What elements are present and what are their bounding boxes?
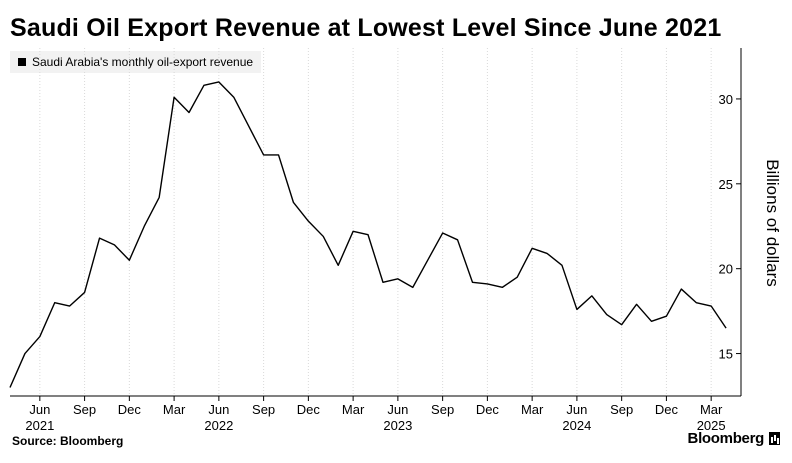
x-tick-label: Dec [476, 402, 500, 417]
x-tick-label: Sep [431, 402, 454, 417]
data-point [98, 237, 101, 240]
data-point [680, 288, 683, 291]
data-point [38, 335, 41, 338]
legend-label: Saudi Arabia's monthly oil-export revenu… [32, 55, 254, 69]
data-point [620, 323, 623, 326]
data-point [23, 352, 26, 355]
data-point [217, 80, 220, 83]
x-year-label: 2025 [697, 418, 726, 433]
legend: Saudi Arabia's monthly oil-export revenu… [10, 51, 262, 73]
data-point [68, 305, 71, 308]
data-point [9, 386, 12, 389]
data-point [202, 84, 205, 87]
y-tick-label: 20 [719, 262, 733, 277]
data-point [471, 281, 474, 284]
data-point [173, 96, 176, 99]
x-tick-label: Jun [208, 402, 229, 417]
data-point [277, 153, 280, 156]
x-tick-label: Mar [163, 402, 186, 417]
y-axis-label: Billions of dollars [763, 159, 782, 287]
data-point [262, 153, 265, 156]
x-tick-label: Jun [387, 402, 408, 417]
data-point [411, 286, 414, 289]
data-point [441, 232, 444, 235]
data-point [83, 291, 86, 294]
data-point [590, 294, 593, 297]
series-line [9, 81, 727, 388]
series-points [9, 80, 728, 389]
data-point [695, 301, 698, 304]
y-tick-label: 15 [719, 347, 733, 362]
data-point [456, 238, 459, 241]
data-point [575, 308, 578, 311]
data-point [307, 220, 310, 223]
chart-title: Saudi Oil Export Revenue at Lowest Level… [10, 14, 722, 42]
data-point [546, 252, 549, 255]
x-year-label: 2022 [204, 418, 233, 433]
brand-name: Bloomberg [687, 430, 765, 447]
legend-swatch [18, 58, 26, 66]
data-point [352, 230, 355, 233]
data-point [337, 264, 340, 267]
data-point [710, 305, 713, 308]
y-tick-label: 25 [719, 177, 733, 192]
data-point [531, 247, 534, 250]
data-point [516, 276, 519, 279]
brand-logo: Bloomberg [688, 430, 780, 447]
y-axis: 15 20 25 30 [719, 48, 742, 396]
data-point [322, 235, 325, 238]
source-note: Source: Bloomberg [12, 434, 124, 448]
data-point [292, 201, 295, 204]
data-point [247, 125, 250, 128]
x-year-label: 2024 [562, 418, 591, 433]
x-tick-label: Mar [521, 402, 544, 417]
y-tick-label: 30 [719, 92, 733, 107]
x-tick-label: Sep [73, 402, 96, 417]
data-point [650, 320, 653, 323]
data-point [381, 281, 384, 284]
data-point [188, 111, 191, 114]
data-point [605, 313, 608, 316]
x-tick-label: Sep [252, 402, 275, 417]
data-point [396, 277, 399, 280]
data-point [143, 225, 146, 228]
x-tick-label: Sep [610, 402, 633, 417]
data-point [501, 286, 504, 289]
gridlines [39, 48, 712, 396]
x-tick-label: Dec [297, 402, 321, 417]
x-tick-label: Dec [118, 402, 142, 417]
x-year-label: 2023 [383, 418, 412, 433]
x-tick-label: Mar [700, 402, 723, 417]
x-tick-label: Mar [342, 402, 365, 417]
data-point [232, 96, 235, 99]
data-point [426, 259, 429, 262]
data-point [128, 259, 131, 262]
x-year-label: 2021 [25, 418, 54, 433]
bloomberg-chart-icon [769, 432, 780, 445]
data-point [725, 327, 728, 330]
data-point [367, 233, 370, 236]
x-tick-label: Dec [655, 402, 679, 417]
data-point [113, 243, 116, 246]
data-point [560, 264, 563, 267]
data-point [158, 196, 161, 199]
data-point [486, 282, 489, 285]
data-point [635, 303, 638, 306]
data-point [665, 315, 668, 318]
x-tick-label: Jun [29, 402, 50, 417]
x-tick-label: Jun [566, 402, 587, 417]
data-point [53, 301, 56, 304]
